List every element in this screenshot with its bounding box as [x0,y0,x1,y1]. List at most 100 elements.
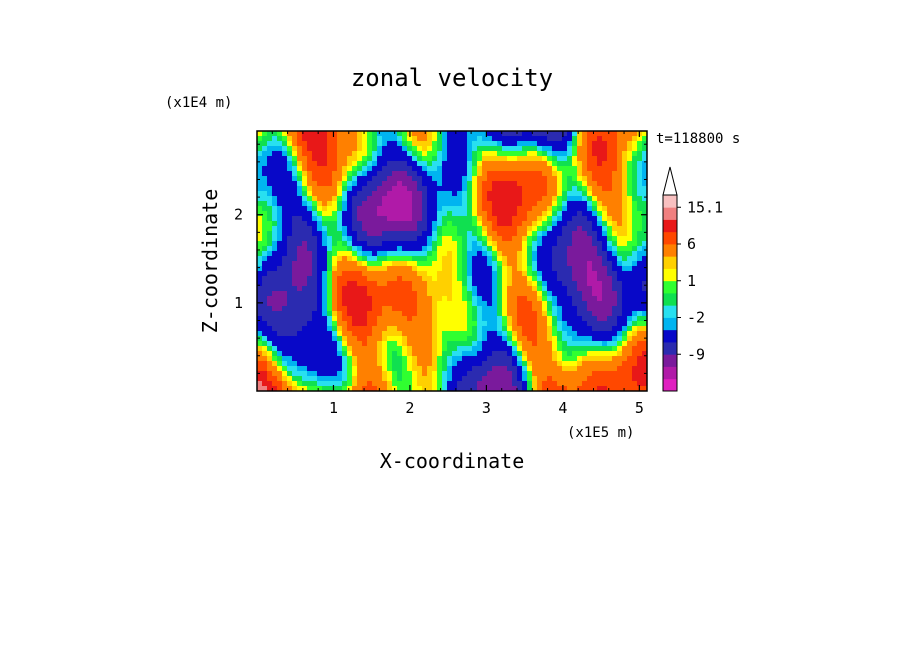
heatmap-cell [412,266,418,272]
heatmap-cell [277,306,283,312]
heatmap-cell [287,196,293,202]
heatmap-cell [457,156,463,162]
heatmap-cell [622,321,628,327]
heatmap-cell [272,161,278,167]
heatmap-cell [397,246,403,252]
heatmap-cell [457,166,463,172]
heatmap-cell [267,216,273,222]
heatmap-cell [287,176,293,182]
heatmap-cell [332,226,338,232]
heatmap-cell [597,151,603,157]
heatmap-cell [612,176,618,182]
heatmap-cell [572,376,578,382]
heatmap-cell [587,161,593,167]
heatmap-cell [592,276,598,282]
heatmap-cell [402,381,408,387]
heatmap-cell [377,346,383,352]
heatmap-cell [342,311,348,317]
heatmap-cell [417,326,423,332]
heatmap-cell [277,371,283,377]
heatmap-cell [427,166,433,172]
heatmap-cell [482,326,488,332]
heatmap-cell [627,236,633,242]
heatmap-cell [352,321,358,327]
heatmap-cell [272,136,278,142]
heatmap-cell [507,216,513,222]
heatmap-cell [627,241,633,247]
heatmap-cell [432,146,438,152]
heatmap-cell [272,191,278,197]
heatmap-cell [427,206,433,212]
heatmap-cell [272,166,278,172]
heatmap-cell [617,266,623,272]
heatmap-cell [407,291,413,297]
heatmap-cell [277,136,283,142]
heatmap-cell [567,156,573,162]
heatmap-cell [347,211,353,217]
heatmap-cell [637,316,643,322]
heatmap-cell [557,176,563,182]
heatmap-cell [307,386,313,391]
heatmap-cell [297,356,303,362]
heatmap-cell [282,176,288,182]
heatmap-cell [452,256,458,262]
heatmap-cell [257,151,263,157]
heatmap-cell [302,376,308,382]
heatmap-cell [532,241,538,247]
heatmap-cell [462,176,468,182]
heatmap-cell [382,331,388,337]
heatmap-cell [282,196,288,202]
heatmap-cell [607,221,613,227]
heatmap-cell [397,346,403,352]
heatmap-cell [467,276,473,282]
heatmap-cell [602,191,608,197]
heatmap-cell [272,171,278,177]
heatmap-cell [272,201,278,207]
heatmap-cell [487,211,493,217]
heatmap-cell [522,211,528,217]
heatmap-cell [502,131,508,137]
heatmap-cell [557,331,563,337]
heatmap-cell [357,356,363,362]
heatmap-cell [337,381,343,387]
heatmap-cell [597,381,603,387]
heatmap-cell [492,171,498,177]
heatmap-cell [357,161,363,167]
heatmap-cell [492,136,498,142]
heatmap-cell [527,241,533,247]
heatmap-cell [522,356,528,362]
heatmap-cell [467,141,473,147]
heatmap-cell [577,191,583,197]
heatmap-cell [617,251,623,257]
heatmap-cell [307,236,313,242]
heatmap-cell [512,336,518,342]
heatmap-cell [637,181,643,187]
heatmap-cell [377,381,383,387]
heatmap-cell [297,186,303,192]
heatmap-cell [522,226,528,232]
heatmap-cell [287,341,293,347]
heatmap-cell [477,211,483,217]
heatmap-cell [537,251,543,257]
heatmap-cell [347,296,353,302]
heatmap-cell [482,176,488,182]
heatmap-cell [592,316,598,322]
heatmap-cell [462,246,468,252]
heatmap-cell [482,211,488,217]
heatmap-cell [602,146,608,152]
heatmap-cell [562,336,568,342]
heatmap-cell [307,296,313,302]
heatmap-cell [517,206,523,212]
heatmap-cell [397,266,403,272]
heatmap-cell [587,381,593,387]
heatmap-cell [392,286,398,292]
heatmap-cell [412,306,418,312]
heatmap-cell [562,171,568,177]
heatmap-cell [457,181,463,187]
heatmap-cell [322,171,328,177]
heatmap-cell [452,166,458,172]
heatmap-cell [467,231,473,237]
heatmap-cell [522,206,528,212]
heatmap-cell [612,201,618,207]
heatmap-cell [387,261,393,267]
